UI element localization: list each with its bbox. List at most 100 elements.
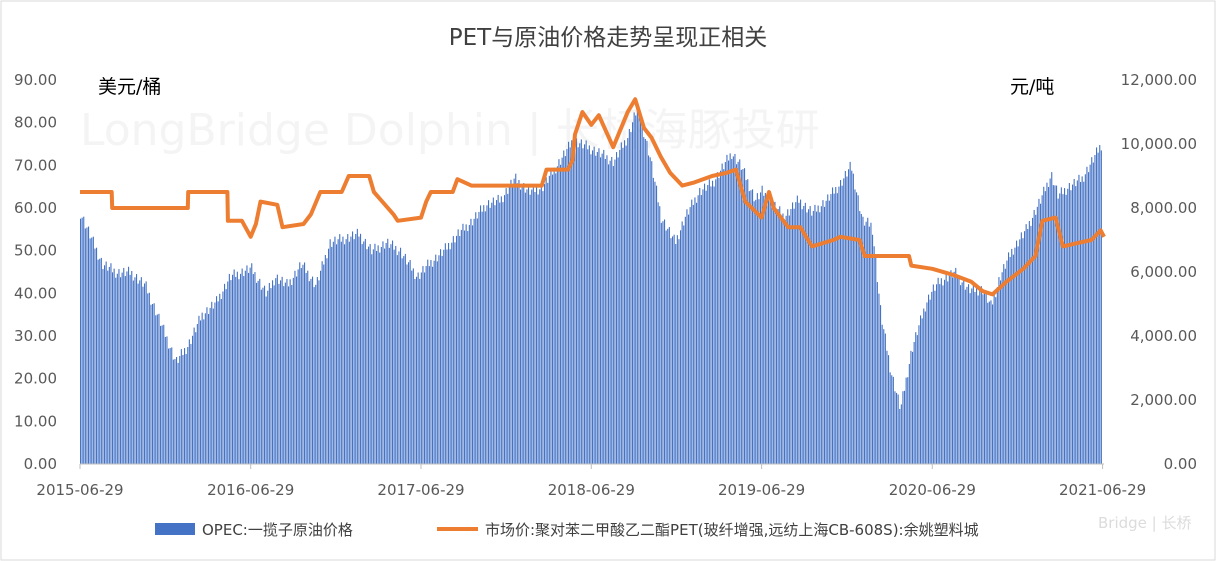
- bar: [796, 195, 798, 465]
- bar: [372, 249, 374, 464]
- bar: [419, 278, 421, 464]
- bar: [859, 211, 861, 464]
- bar: [83, 216, 85, 464]
- bar: [563, 150, 565, 464]
- left-y-tick-label: 50.00: [14, 242, 57, 260]
- bar: [814, 204, 816, 464]
- bar: [980, 286, 982, 464]
- bar: [972, 283, 974, 464]
- bar: [769, 197, 771, 464]
- bar: [883, 329, 885, 464]
- bar: [516, 183, 518, 465]
- bar: [561, 157, 563, 464]
- bar: [1056, 185, 1058, 464]
- bar: [217, 301, 219, 464]
- bar-series: [80, 105, 1102, 465]
- bar: [817, 205, 819, 464]
- bar: [336, 244, 338, 464]
- bar: [334, 236, 336, 464]
- bar: [1100, 150, 1102, 464]
- bar: [299, 262, 301, 464]
- bar: [640, 120, 642, 464]
- bar: [897, 394, 899, 464]
- bar: [481, 211, 483, 464]
- bar: [220, 299, 222, 464]
- bar: [574, 142, 576, 464]
- right-y-tick-label: 2,000.00: [1130, 391, 1197, 409]
- bar: [374, 243, 376, 464]
- line-series-pet-price: [80, 97, 1106, 297]
- bar: [862, 216, 864, 464]
- bar: [123, 267, 125, 464]
- bar: [107, 270, 109, 464]
- bar: [700, 195, 702, 465]
- bar: [203, 319, 205, 464]
- bar: [100, 257, 102, 464]
- bar: [225, 289, 227, 464]
- bar: [892, 376, 894, 464]
- bar: [438, 255, 440, 464]
- bar: [545, 177, 547, 464]
- bar: [889, 372, 891, 464]
- bar: [560, 164, 562, 465]
- bar: [129, 274, 131, 464]
- bar: [608, 164, 610, 464]
- bar: [382, 241, 384, 464]
- bar: [955, 267, 957, 464]
- bar: [603, 149, 605, 464]
- bar: [342, 236, 344, 464]
- bar: [753, 201, 755, 465]
- bar: [284, 282, 286, 464]
- bar: [865, 221, 867, 464]
- bar: [1043, 186, 1045, 465]
- bar: [982, 294, 984, 464]
- bar: [651, 161, 653, 464]
- bar: [568, 141, 570, 464]
- bar: [161, 325, 163, 464]
- bar: [110, 263, 112, 464]
- bar: [752, 189, 754, 464]
- bar: [625, 145, 627, 464]
- bar: [569, 147, 571, 464]
- bar: [435, 254, 437, 464]
- bar: [1003, 264, 1005, 464]
- bar: [499, 202, 501, 464]
- bar: [740, 169, 742, 464]
- bar: [92, 236, 94, 464]
- left-y-tick-label: 40.00: [14, 284, 57, 302]
- legend-label-pet: 市场价:聚对苯二甲酸乙二酯PET(玻纤增强,远纺上海CB-608S):余姚塑料城: [485, 521, 979, 539]
- bar: [142, 286, 144, 464]
- bar: [88, 226, 90, 464]
- x-tick-label: 2015-06-29: [36, 481, 123, 499]
- bar: [712, 180, 714, 465]
- bar: [694, 197, 696, 464]
- bar: [529, 194, 531, 465]
- bar: [416, 276, 418, 464]
- bar: [806, 212, 808, 464]
- bar: [443, 249, 445, 464]
- bar: [670, 238, 672, 464]
- bar: [377, 245, 379, 464]
- bar: [497, 194, 499, 465]
- left-y-tick-label: 60.00: [14, 199, 57, 217]
- bar: [403, 256, 405, 464]
- bar: [116, 273, 118, 464]
- bar: [1028, 221, 1030, 464]
- legend-label-opec: OPEC:一揽子原油价格: [202, 521, 353, 539]
- bar: [283, 286, 285, 464]
- bar: [921, 318, 923, 464]
- left-y-tick-label: 70.00: [14, 156, 57, 174]
- bar: [552, 174, 554, 464]
- bar: [248, 272, 250, 464]
- bar: [876, 282, 878, 464]
- bar: [758, 199, 760, 464]
- bar: [355, 233, 357, 464]
- bar: [656, 185, 658, 464]
- bar: [393, 249, 395, 464]
- bar: [780, 216, 782, 464]
- bar: [392, 240, 394, 464]
- bar: [721, 163, 723, 465]
- bar: [697, 195, 699, 464]
- bar: [216, 296, 218, 464]
